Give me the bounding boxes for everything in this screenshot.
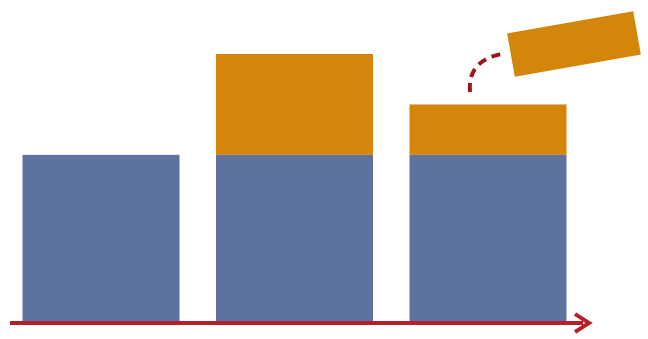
axis-arrow [573,312,593,334]
bar-segment [409,154,567,323]
x-axis [10,312,593,334]
bar-segment [216,54,373,155]
floating-block [507,11,641,77]
bars [22,54,567,323]
bar-segment [409,104,567,155]
bar-segment [216,154,373,323]
moved-piece [467,11,641,93]
bar-segment [22,154,180,323]
dashed-arrow [467,52,503,93]
